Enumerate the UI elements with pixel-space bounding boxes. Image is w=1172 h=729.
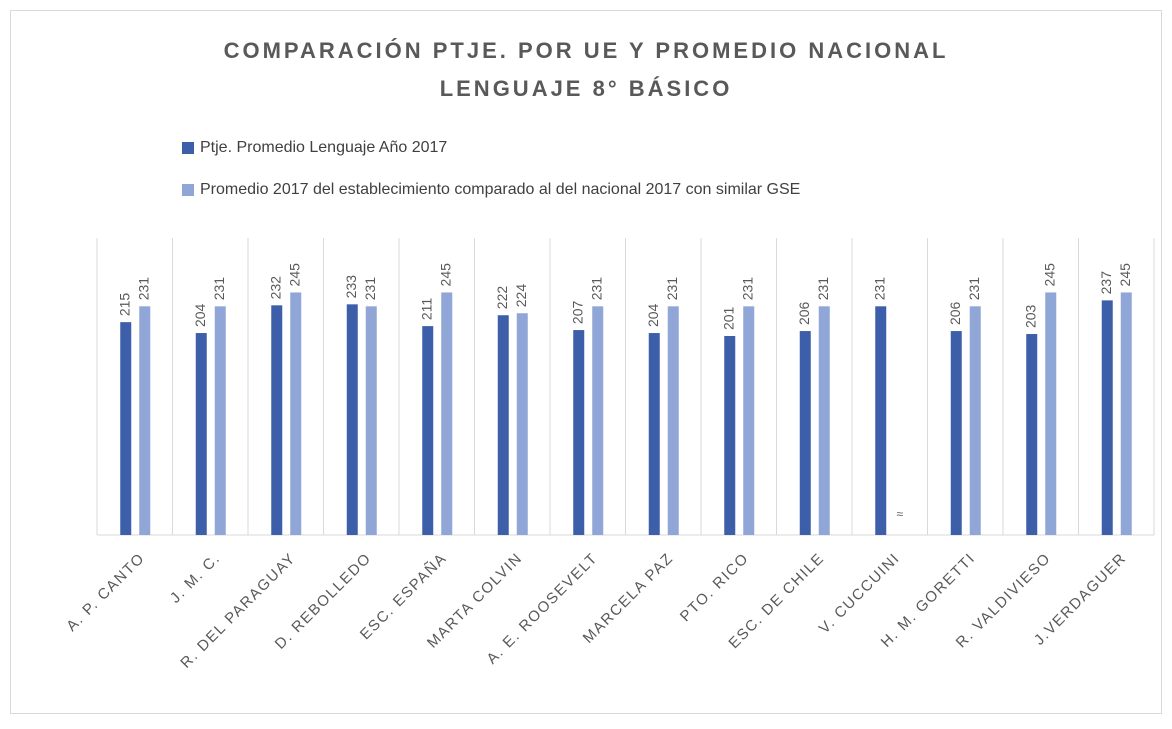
data-label: 231 bbox=[739, 277, 755, 301]
data-label: 231 bbox=[815, 277, 831, 301]
data-label: 215 bbox=[116, 293, 132, 317]
bar bbox=[214, 306, 226, 535]
data-label: 232 bbox=[267, 276, 283, 300]
data-label: ≈ bbox=[896, 507, 903, 521]
bar bbox=[1101, 300, 1113, 535]
data-label: 245 bbox=[1117, 263, 1133, 287]
data-label: 245 bbox=[437, 263, 453, 287]
bar bbox=[1045, 292, 1057, 535]
data-label: 237 bbox=[1098, 271, 1114, 295]
data-label: 204 bbox=[192, 303, 208, 327]
data-label: 231 bbox=[871, 277, 887, 301]
data-label: 222 bbox=[494, 286, 510, 310]
chart-title: COMPARACIÓN PTJE. POR UE Y PROMEDIO NACI… bbox=[224, 38, 949, 63]
data-label: 211 bbox=[418, 298, 434, 321]
data-label: 245 bbox=[1041, 263, 1057, 287]
data-label: 231 bbox=[588, 277, 604, 301]
data-label: 231 bbox=[664, 277, 680, 301]
bar bbox=[441, 292, 453, 535]
data-label: 201 bbox=[720, 306, 736, 330]
data-label: 207 bbox=[569, 300, 585, 324]
bar bbox=[120, 322, 132, 535]
bar bbox=[667, 306, 679, 535]
bar bbox=[950, 331, 962, 535]
data-label: 231 bbox=[362, 277, 378, 301]
data-label: 206 bbox=[796, 301, 812, 325]
bar bbox=[799, 331, 811, 535]
bar bbox=[573, 330, 585, 535]
legend-swatch bbox=[182, 184, 194, 196]
bar bbox=[139, 306, 151, 535]
bar bbox=[969, 306, 981, 535]
bar bbox=[346, 304, 358, 535]
bar bbox=[724, 336, 736, 535]
data-label: 206 bbox=[947, 301, 963, 325]
bar bbox=[422, 326, 434, 535]
bar bbox=[818, 306, 830, 535]
data-label: 233 bbox=[343, 275, 359, 299]
legend-swatch bbox=[182, 142, 194, 154]
legend-label: Promedio 2017 del establecimiento compar… bbox=[200, 181, 800, 198]
bar bbox=[875, 306, 887, 535]
data-label: 224 bbox=[513, 284, 529, 308]
data-label: 245 bbox=[286, 263, 302, 287]
bar bbox=[290, 292, 302, 535]
bar bbox=[516, 313, 528, 535]
bar bbox=[195, 333, 207, 535]
bar bbox=[271, 305, 283, 535]
data-label: 203 bbox=[1022, 304, 1038, 328]
data-label: 231 bbox=[966, 277, 982, 301]
bar bbox=[365, 306, 377, 535]
chart-subtitle: LENGUAJE 8° BÁSICO bbox=[440, 76, 733, 101]
bar bbox=[648, 333, 660, 535]
bar bbox=[743, 306, 755, 535]
bar bbox=[1026, 334, 1038, 535]
data-label: 231 bbox=[211, 277, 227, 301]
bar bbox=[497, 315, 509, 535]
legend-label: Ptje. Promedio Lenguaje Año 2017 bbox=[200, 139, 447, 156]
bar bbox=[1120, 292, 1132, 535]
bar bbox=[592, 306, 604, 535]
data-label: 231 bbox=[135, 277, 151, 301]
data-label: 204 bbox=[645, 303, 661, 327]
